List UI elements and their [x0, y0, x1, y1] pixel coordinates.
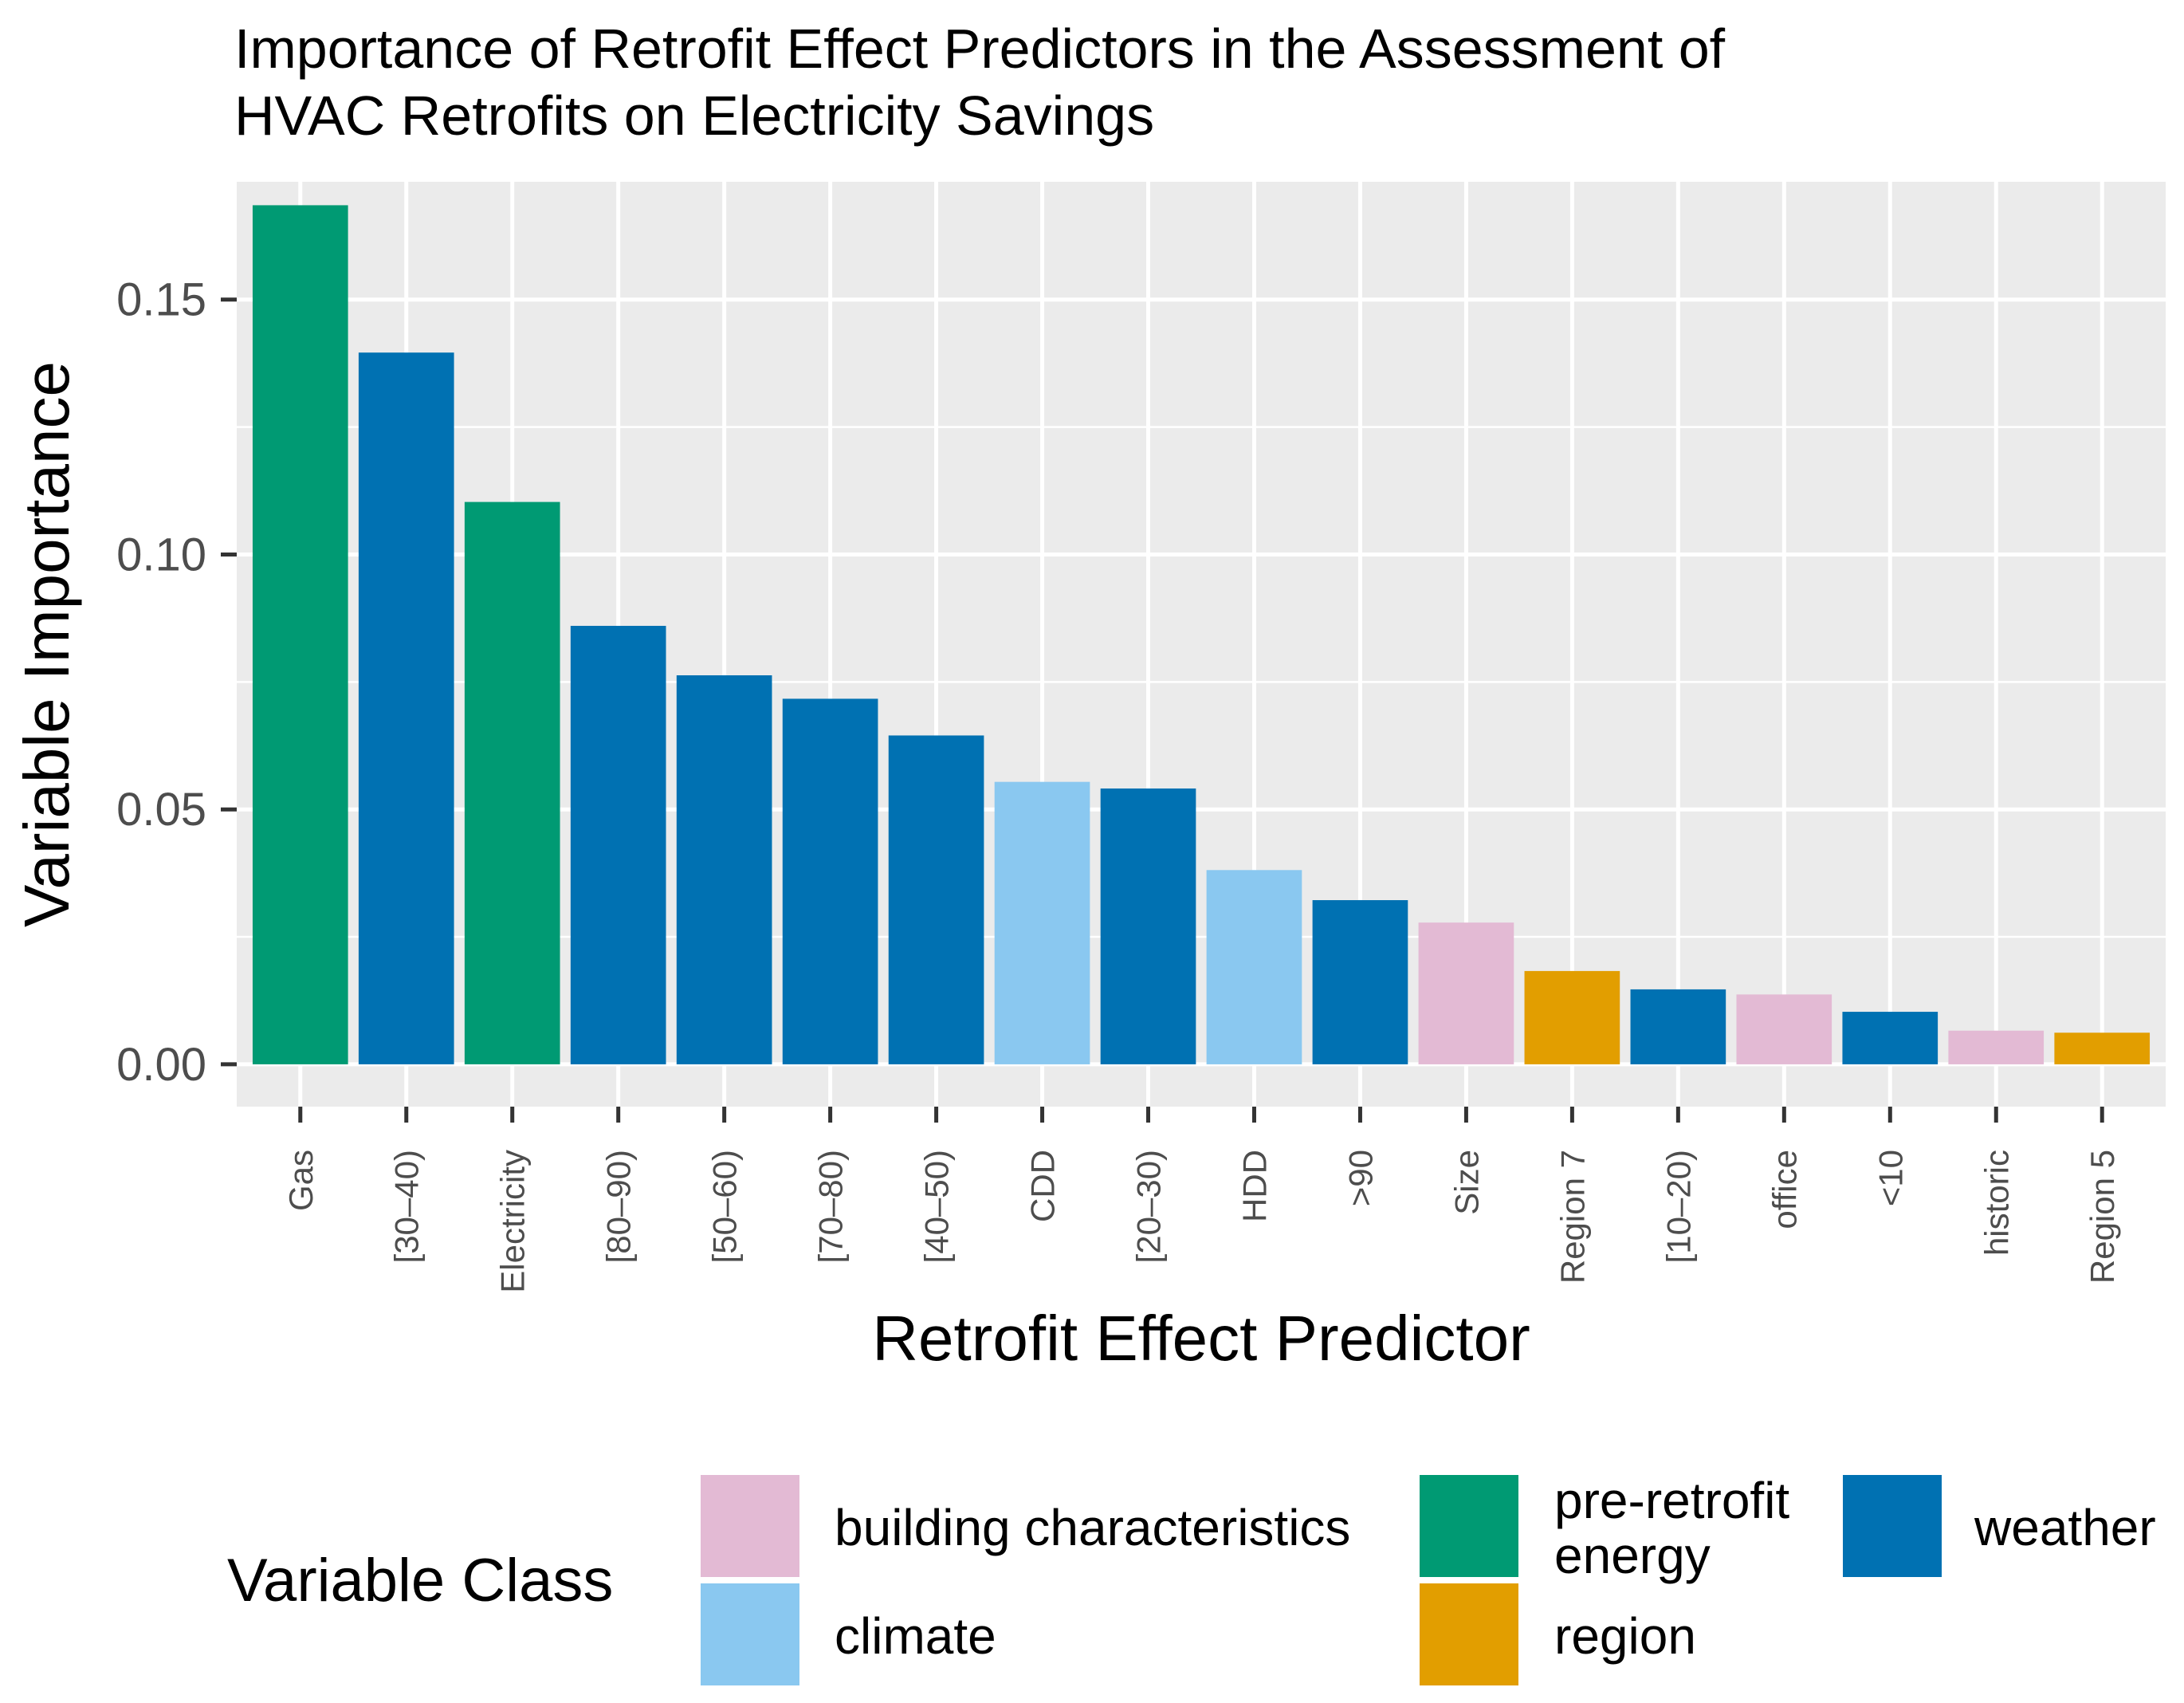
bar-50-60: [676, 675, 772, 1064]
x-tick-label: [10–20): [1660, 1150, 1697, 1263]
y-tick-label: 0.00: [116, 1039, 206, 1091]
x-tick-label: Region 7: [1554, 1150, 1591, 1284]
legend-key-climate: [701, 1583, 799, 1685]
x-tick-label: <10: [1872, 1150, 1909, 1206]
legend: Variable Class building characteristics …: [227, 1472, 2156, 1685]
chart-title-line-1: Importance of Retrofit Effect Predictors…: [234, 18, 1726, 80]
bar-hdd: [1206, 870, 1302, 1064]
legend-label-region: region: [1554, 1607, 1696, 1665]
legend-label-pre-retrofit-energy-line-1: pre-retrofit: [1554, 1472, 1789, 1529]
y-tick-label: 0.05: [116, 784, 206, 836]
bar-region-7: [1524, 970, 1620, 1064]
bar-20-30: [1100, 788, 1196, 1064]
x-tick-label: [50–60): [706, 1150, 744, 1263]
x-tick-label: HDD: [1235, 1150, 1273, 1222]
bar-lt10: [1842, 1012, 1938, 1064]
legend-key-region: [1420, 1583, 1518, 1685]
x-tick-label: Region 5: [2084, 1150, 2121, 1284]
bar-10-20: [1630, 989, 1726, 1064]
legend-title: Variable Class: [227, 1547, 613, 1615]
bar-gt90: [1312, 900, 1408, 1064]
x-tick-label: [30–40): [388, 1150, 426, 1263]
y-axis: 0.00 0.05 0.10 0.15: [116, 274, 237, 1091]
x-tick-label: historic: [1978, 1150, 2015, 1256]
x-tick-label: >90: [1341, 1150, 1379, 1206]
bar-40-50: [888, 735, 984, 1064]
y-tick-label: 0.15: [116, 274, 206, 326]
bar-gas: [252, 205, 348, 1064]
x-tick-label: [40–50): [918, 1150, 956, 1263]
x-axis-title: Retrofit Effect Predictor: [872, 1303, 1530, 1374]
bar-region-5: [2054, 1032, 2151, 1064]
bar-size: [1418, 922, 1514, 1064]
bars: [252, 205, 2151, 1064]
legend-key-weather: [1843, 1475, 1942, 1577]
x-tick-label: [80–90): [600, 1150, 638, 1263]
x-tick-label: Gas: [282, 1150, 320, 1211]
legend-key-pre-retrofit-energy: [1420, 1475, 1518, 1577]
legend-label-weather: weather: [1974, 1499, 2156, 1556]
x-tick-label: [70–80): [812, 1150, 850, 1263]
x-tick-label: CDD: [1024, 1150, 1062, 1222]
x-tick-label: office: [1766, 1150, 1803, 1229]
legend-label-climate: climate: [835, 1607, 996, 1665]
bar-80-90: [570, 625, 666, 1064]
x-tick-label: Electricity: [494, 1150, 532, 1293]
bar-70-80: [782, 698, 878, 1064]
y-axis-title: Variable Importance: [11, 361, 82, 927]
x-axis: Gas [30–40) Electricity [80–90) [50–60) [70–8…: [282, 1107, 2121, 1293]
chart-title-line-2: HVAC Retrofits on Electricity Savings: [234, 85, 1154, 147]
y-tick-label: 0.10: [116, 529, 206, 580]
legend-label-building-characteristics: building characteristics: [835, 1499, 1350, 1556]
x-tick-label: [20–30): [1130, 1150, 1168, 1263]
legend-key-building-characteristics: [701, 1475, 799, 1577]
bar-office: [1736, 994, 1832, 1064]
bar-cdd: [994, 781, 1090, 1064]
bar-historic: [1948, 1030, 2045, 1064]
bar-30-40: [358, 352, 454, 1064]
bar-electricity: [464, 501, 560, 1064]
x-tick-label: Size: [1447, 1150, 1485, 1215]
legend-label-pre-retrofit-energy-line-2: energy: [1554, 1527, 1711, 1584]
